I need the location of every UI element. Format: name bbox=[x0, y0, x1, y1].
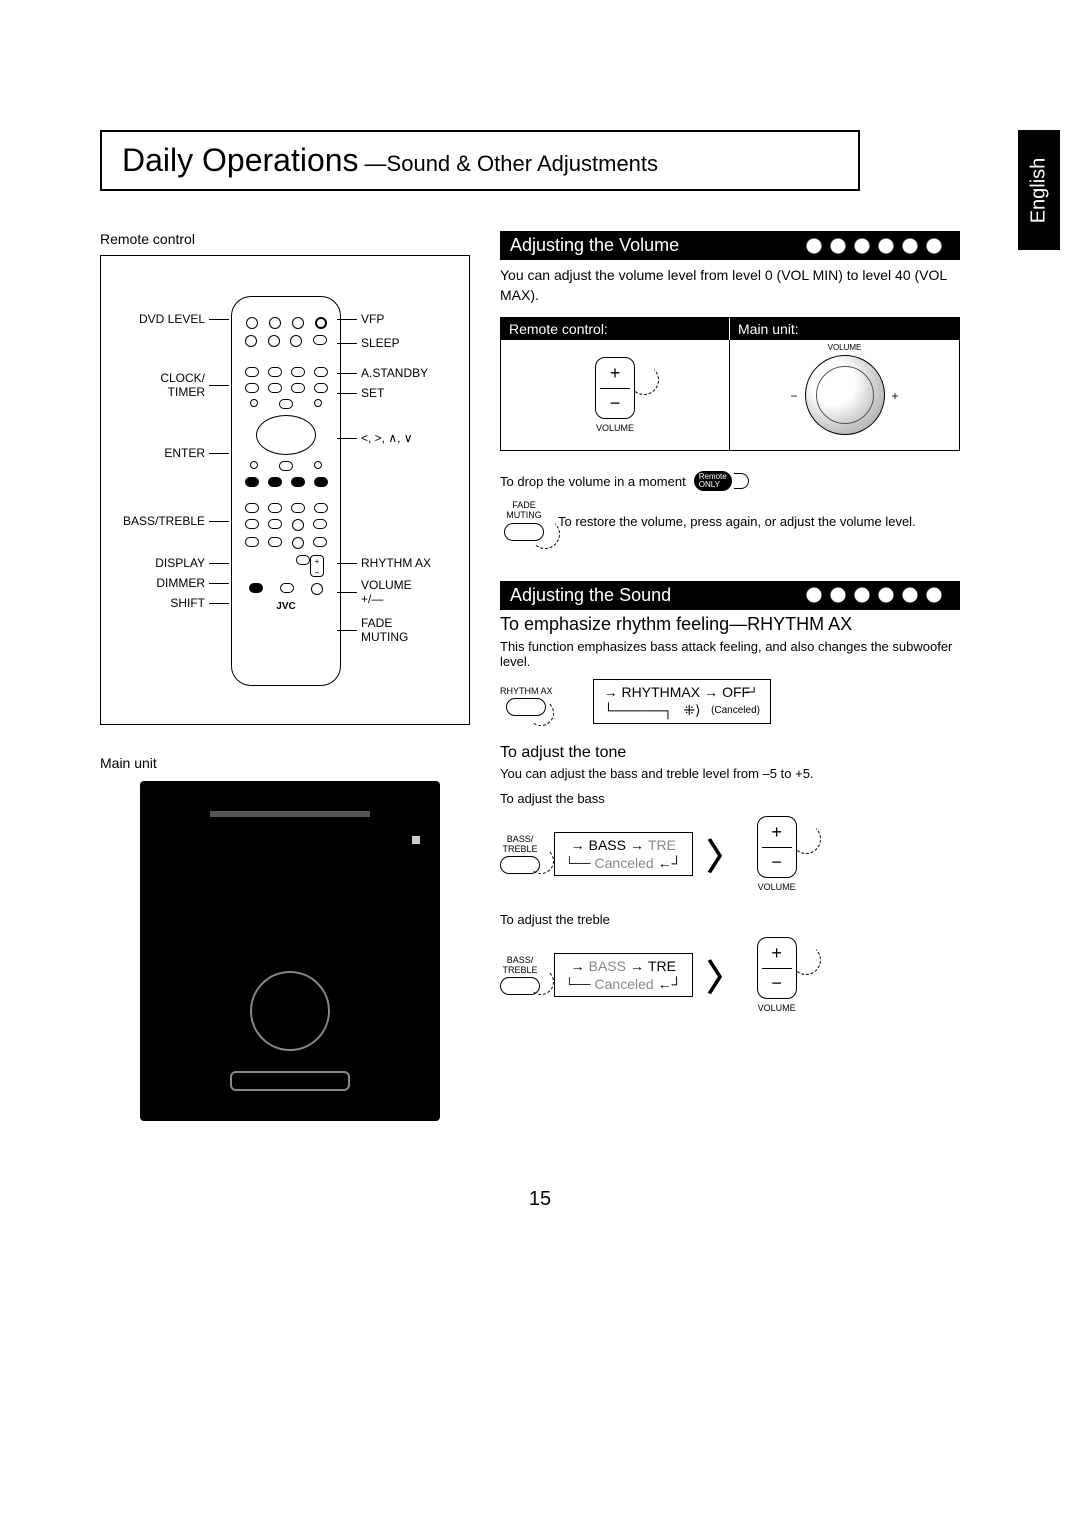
language-label: English bbox=[1028, 157, 1051, 223]
callout-set: SET bbox=[361, 386, 384, 400]
callout-display: DISPLAY bbox=[109, 556, 205, 570]
tone-body: You can adjust the bass and treble level… bbox=[500, 766, 960, 781]
callout-vfp: VFP bbox=[361, 312, 384, 326]
volume-heading: Adjusting the Volume bbox=[500, 231, 960, 260]
rhythm-canceled: (Canceled) bbox=[711, 705, 760, 716]
remote-only-badge: Remote ONLY bbox=[694, 471, 732, 491]
remote-body: +− JVC bbox=[231, 296, 341, 686]
volume-rocker-icon-2: +− bbox=[757, 816, 797, 878]
rhythm-body: This function emphasizes bass attack fee… bbox=[500, 639, 960, 669]
page-content: English Daily Operations —Sound & Other … bbox=[100, 130, 980, 1131]
right-column: Adjusting the Volume You can adjust the … bbox=[500, 231, 960, 1131]
rhythm-cycle-a: RHYTHMAX bbox=[622, 684, 701, 700]
callout-clock-timer: CLOCK/ TIMER bbox=[109, 371, 205, 399]
volume-body: You can adjust the volume level from lev… bbox=[500, 266, 960, 305]
rhythm-cycle-b: OFF bbox=[722, 684, 750, 700]
ct-head-remote: Remote control: bbox=[501, 318, 730, 340]
sound-heading: Adjusting the Sound bbox=[500, 581, 960, 610]
rhythm-cycle-diagram: RHYTHM AX → RHYTHMAX → OFF ┐ └─────┐ bbox=[500, 679, 960, 724]
title-sub: —Sound & Other Adjustments bbox=[365, 151, 659, 177]
callout-dvd-level: DVD LEVEL bbox=[109, 312, 205, 326]
bass-cycle-box: → BASS → TRE └── Canceled ←┘ bbox=[554, 832, 693, 876]
ct-main-cell: VOLUME − + bbox=[730, 340, 959, 450]
callout-enter: ENTER bbox=[109, 446, 205, 460]
volume-rocker-icon: +− bbox=[595, 357, 635, 419]
bass-treble-button-icon-2: BASS/ TREBLE bbox=[500, 955, 540, 995]
treble-cycle-a: BASS bbox=[589, 958, 626, 974]
callout-rhythm-ax: RHYTHM AX bbox=[361, 556, 431, 570]
callout-bass-treble: BASS/TREBLE bbox=[109, 514, 205, 528]
remote-diagram: +− JVC DVD LEVEL CLOCK/ TIMER ENTER BASS… bbox=[100, 255, 470, 725]
bass-cycle-a: BASS bbox=[589, 837, 626, 853]
page-title-bar: Daily Operations —Sound & Other Adjustme… bbox=[100, 130, 860, 191]
callout-shift: SHIFT bbox=[109, 596, 205, 610]
callout-volume: VOLUME +/— bbox=[361, 578, 412, 606]
vol-label-2: VOLUME bbox=[757, 882, 797, 892]
rhythm-ax-btn-label: RHYTHM AX bbox=[500, 686, 553, 696]
left-column: Remote control +− bbox=[100, 231, 470, 1131]
title-main: Daily Operations bbox=[122, 142, 359, 179]
bass-adjust-diagram: BASS/ TREBLE → BASS → TRE └── Canceled ←… bbox=[500, 816, 960, 892]
restore-volume-text: To restore the volume, press again, or a… bbox=[558, 514, 960, 529]
treble-adjust-diagram: BASS/ TREBLE → BASS → TRE └── Canceled ←… bbox=[500, 937, 960, 1013]
vol-label-3: VOLUME bbox=[757, 1003, 797, 1013]
language-tab: English bbox=[1018, 130, 1060, 250]
main-unit-diagram bbox=[140, 781, 440, 1121]
fade-muting-button-icon: FADE MUTING bbox=[500, 501, 548, 541]
volume-rocker-label: VOLUME bbox=[595, 423, 635, 433]
main-unit-label: Main unit bbox=[100, 755, 470, 771]
remote-brand: JVC bbox=[232, 601, 340, 612]
bass-treble-button-icon: BASS/ TREBLE bbox=[500, 834, 540, 874]
bass-line: To adjust the bass bbox=[500, 791, 960, 806]
ct-head-main: Main unit: bbox=[730, 318, 959, 340]
knob-label: VOLUME bbox=[828, 343, 862, 352]
drop-volume-text: To drop the volume in a moment bbox=[500, 474, 686, 489]
volume-rocker-icon-3: +− bbox=[757, 937, 797, 999]
callout-astandby: A.STANDBY bbox=[361, 366, 428, 380]
volume-knob-icon bbox=[805, 355, 885, 435]
volume-control-table: Remote control: Main unit: +− VOLUME bbox=[500, 317, 960, 451]
callout-fade-muting: FADE MUTING bbox=[361, 616, 408, 644]
remote-control-label: Remote control bbox=[100, 231, 470, 247]
bass-cycle-b: TRE bbox=[648, 837, 676, 853]
callout-dimmer: DIMMER bbox=[109, 576, 205, 590]
ct-remote-cell: +− VOLUME bbox=[501, 340, 730, 450]
rhythm-cycle-box: → RHYTHMAX → OFF ┐ └─────┐ ⁜⟩ (Canceled) bbox=[593, 679, 771, 724]
main-unit-section: Main unit bbox=[100, 755, 470, 1121]
chevron-right-icon-2: 〉 bbox=[707, 949, 743, 1001]
bass-cycle-c: Canceled bbox=[595, 855, 654, 871]
fade-muting-label: FADE MUTING bbox=[500, 501, 548, 521]
tone-heading: To adjust the tone bbox=[500, 744, 960, 762]
treble-cycle-c: Canceled bbox=[595, 976, 654, 992]
treble-line: To adjust the treble bbox=[500, 912, 960, 927]
page-number: 15 bbox=[529, 1188, 551, 1211]
chevron-right-icon: 〉 bbox=[707, 828, 743, 880]
callout-sleep: SLEEP bbox=[361, 336, 400, 350]
callout-nav-arrows: <, >, ∧, ∨ bbox=[361, 431, 413, 445]
rhythm-ax-button-icon: RHYTHM AX bbox=[500, 686, 553, 716]
treble-cycle-box: → BASS → TRE └── Canceled ←┘ bbox=[554, 953, 693, 997]
treble-cycle-b: TRE bbox=[648, 958, 676, 974]
rhythm-heading: To emphasize rhythm feeling—RHYTHM AX bbox=[500, 614, 960, 635]
